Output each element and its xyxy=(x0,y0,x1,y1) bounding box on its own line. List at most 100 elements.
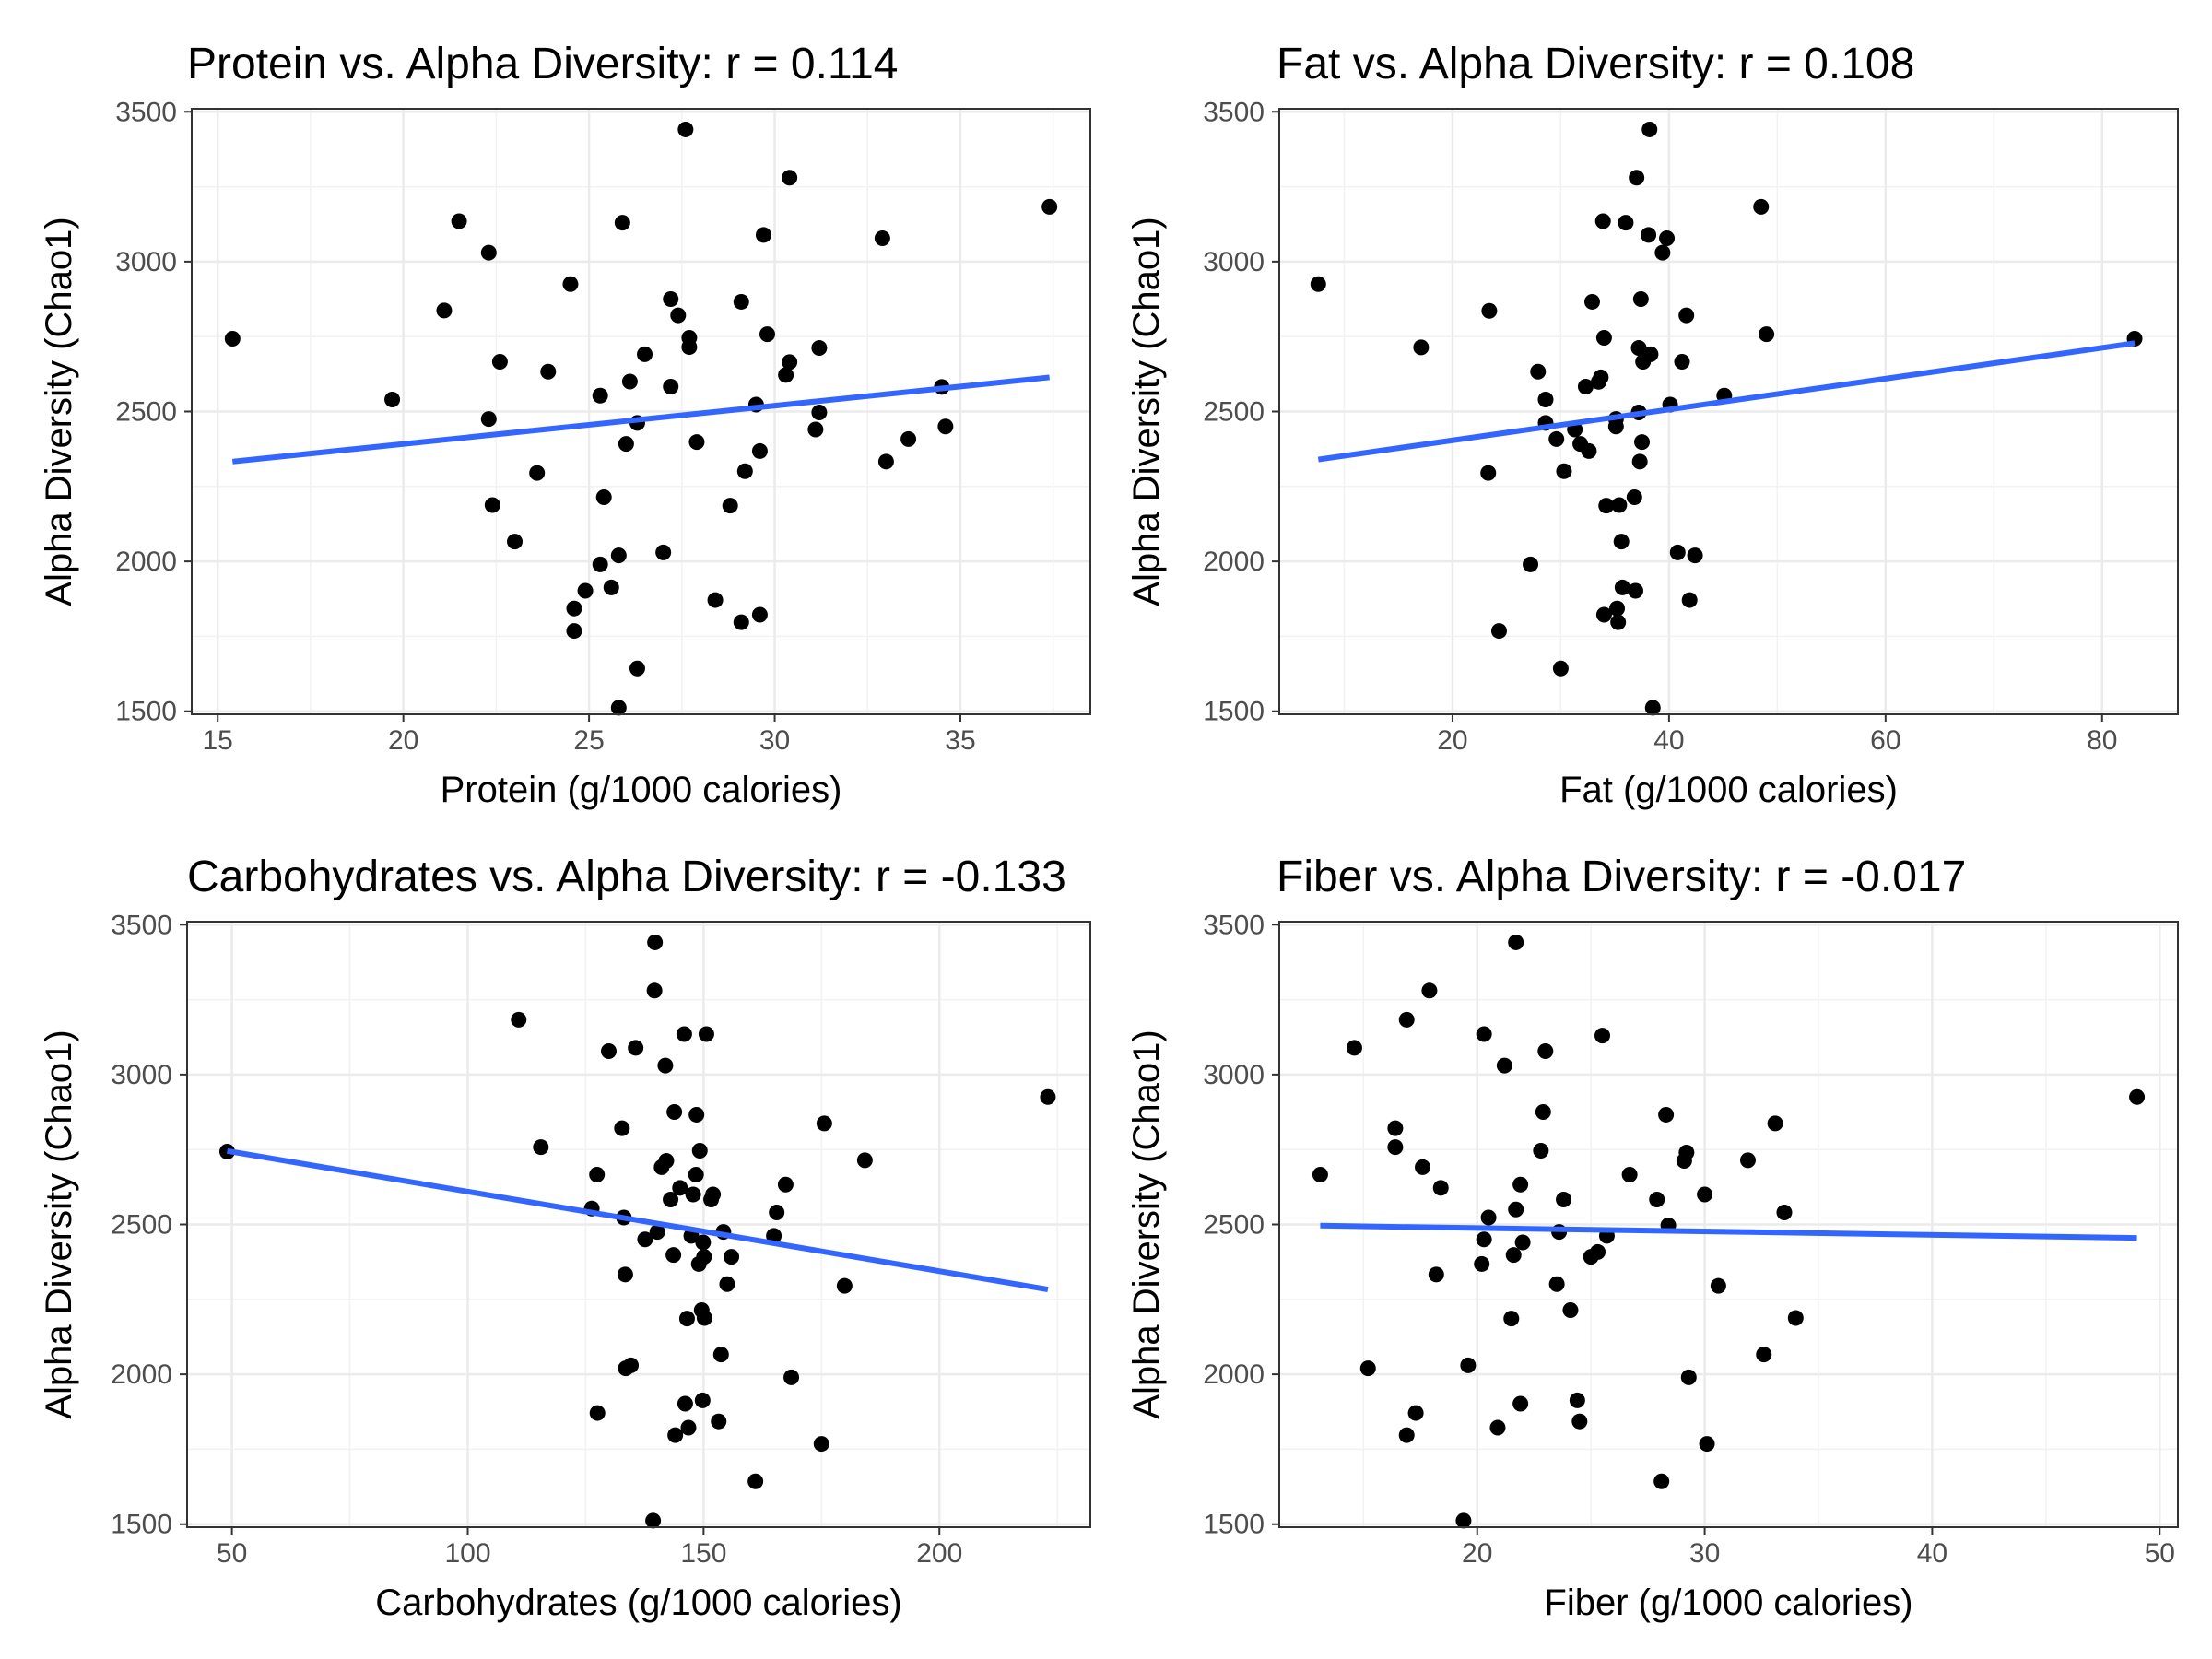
data-point xyxy=(1590,1243,1606,1260)
data-point xyxy=(480,244,497,261)
trend-line xyxy=(1317,340,2136,463)
y-tick-label: 1500 xyxy=(1203,697,1265,727)
ticks: 20 40 60 80 1500 2000 2500 3000 3500 xyxy=(1203,97,2117,756)
data-point xyxy=(646,982,663,999)
trend-line xyxy=(1320,1222,2137,1241)
data-point xyxy=(665,1247,682,1264)
x-tick-label: 150 xyxy=(680,1538,726,1569)
data-point xyxy=(647,934,664,950)
data-point xyxy=(1398,1011,1415,1028)
y-tick-label: 3500 xyxy=(1203,910,1265,940)
data-point xyxy=(511,1011,527,1028)
data-point xyxy=(751,442,768,459)
data-point xyxy=(507,534,524,550)
data-point xyxy=(782,170,798,186)
data-point xyxy=(1610,614,1627,630)
data-point xyxy=(1523,556,1539,572)
data-point xyxy=(1530,363,1547,380)
data-point xyxy=(623,1357,640,1373)
data-point xyxy=(491,354,508,371)
data-point xyxy=(1537,1043,1554,1060)
data-point xyxy=(601,1043,618,1060)
data-point xyxy=(711,1413,727,1430)
data-point xyxy=(1413,339,1430,356)
data-point xyxy=(1681,592,1698,608)
points xyxy=(1310,121,2143,716)
data-point xyxy=(1680,1369,1697,1385)
data-point xyxy=(1562,1302,1579,1319)
y-tick-label: 3500 xyxy=(111,910,172,940)
data-point xyxy=(589,1167,606,1183)
data-point xyxy=(1634,434,1651,451)
y-tick-label: 2500 xyxy=(115,397,177,428)
data-point xyxy=(1767,1115,1783,1132)
data-point xyxy=(1642,346,1659,362)
data-point xyxy=(696,1249,712,1265)
data-point xyxy=(1398,1427,1415,1443)
data-point xyxy=(1556,1192,1572,1208)
data-point xyxy=(621,373,638,390)
x-tick-label: 25 xyxy=(573,725,604,756)
data-point xyxy=(733,293,749,310)
data-point xyxy=(1387,1139,1404,1156)
x-tick-label: 50 xyxy=(2145,1538,2175,1569)
data-point xyxy=(783,1369,800,1385)
y-tick-label: 2000 xyxy=(111,1359,172,1390)
data-point xyxy=(1474,1255,1490,1272)
data-point xyxy=(778,367,794,383)
gridlines xyxy=(192,109,1090,714)
data-point xyxy=(224,330,241,347)
data-point xyxy=(1571,1413,1588,1430)
data-point xyxy=(811,340,828,357)
data-point xyxy=(577,582,594,599)
data-point xyxy=(1512,1395,1529,1412)
data-point xyxy=(1476,1026,1492,1042)
data-point xyxy=(1644,700,1661,716)
data-point xyxy=(628,1040,644,1056)
data-point xyxy=(1641,121,1658,137)
data-point xyxy=(2129,1088,2146,1105)
data-point xyxy=(698,1026,714,1042)
data-point xyxy=(1489,1419,1506,1436)
panel-fiber: 20 30 40 50 1500 2000 2500 3000 3500 Fiber vs. Al… xyxy=(1126,853,2179,1623)
x-tick-label: 40 xyxy=(1653,725,1684,756)
y-tick-label: 3500 xyxy=(1203,97,1265,127)
y-tick-label: 2500 xyxy=(1203,397,1265,428)
data-point xyxy=(649,1224,665,1241)
data-point xyxy=(1481,302,1498,319)
data-point xyxy=(1407,1405,1424,1421)
x-tick-label: 20 xyxy=(1437,725,1467,756)
data-point xyxy=(1476,1231,1492,1248)
gridlines xyxy=(1279,109,2178,714)
data-point xyxy=(688,1167,704,1183)
data-point xyxy=(1503,1311,1520,1327)
data-point xyxy=(1594,1028,1611,1044)
data-point xyxy=(1631,453,1648,470)
x-tick-label: 200 xyxy=(916,1538,962,1569)
data-point xyxy=(1776,1204,1793,1220)
data-point xyxy=(712,1347,729,1363)
y-tick-label: 1500 xyxy=(115,697,177,727)
y-tick-label: 2500 xyxy=(111,1210,172,1241)
data-point xyxy=(1598,498,1615,514)
data-point xyxy=(816,1115,832,1132)
data-point xyxy=(1609,600,1626,617)
data-point xyxy=(747,1473,764,1489)
data-point xyxy=(1710,1277,1726,1294)
data-point xyxy=(1595,606,1612,623)
data-point xyxy=(1508,934,1524,950)
data-point xyxy=(677,1395,693,1412)
data-point xyxy=(617,1266,633,1283)
data-point xyxy=(670,307,687,324)
y-tick-label: 2000 xyxy=(1203,1359,1265,1390)
data-point xyxy=(595,489,612,506)
data-point xyxy=(1577,379,1594,395)
x-axis-label: Protein (g/1000 calories) xyxy=(441,770,842,810)
data-point xyxy=(676,1026,692,1042)
data-point xyxy=(1310,276,1326,292)
data-point xyxy=(645,1512,662,1529)
data-point xyxy=(1512,1176,1529,1193)
data-point xyxy=(1455,1512,1472,1529)
panel-fat: 20 40 60 80 1500 2000 2500 3000 3500 Fat vs. Alph… xyxy=(1126,40,2179,810)
data-point xyxy=(1621,1167,1638,1183)
